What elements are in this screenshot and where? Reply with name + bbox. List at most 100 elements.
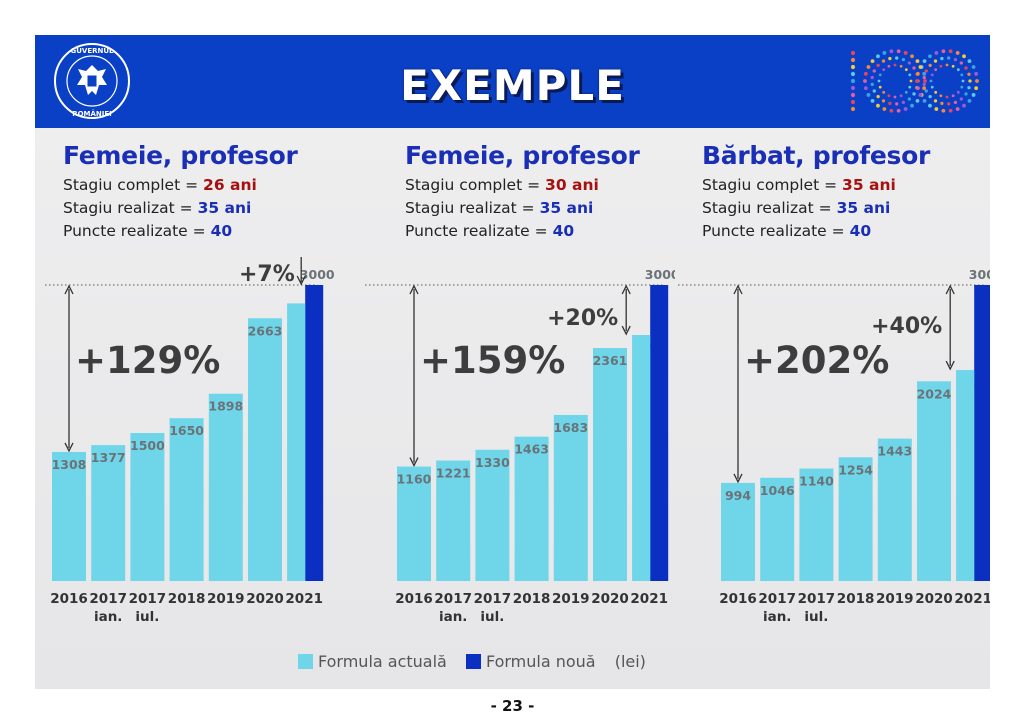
logo-dot: [877, 79, 881, 83]
bar-value-label: 2361: [593, 353, 628, 368]
arrow-head-down: [733, 473, 743, 484]
logo-dot: [922, 75, 926, 80]
logo-dot: [945, 95, 949, 99]
bar-formula-actuala: [130, 433, 165, 581]
logo-dot: [850, 64, 856, 70]
logo-dot: [947, 56, 951, 60]
logo-dot: [922, 59, 927, 64]
bar-value-label: 1254: [838, 462, 873, 477]
arrow-head-down: [409, 457, 419, 468]
logo-dot: [918, 93, 923, 97]
case-3-info: Stagiu complet = 35 ani Stagiu realizat …: [702, 174, 896, 243]
x-tick-label: 2017: [798, 591, 836, 607]
bar-value-label: 1650: [169, 423, 204, 438]
case-1-info: Stagiu complet = 26 ani Stagiu realizat …: [63, 174, 257, 243]
bar-formula-actuala: [248, 318, 282, 581]
logo-dot: [876, 94, 880, 99]
logo-dot: [953, 100, 958, 105]
x-tick-label: 2021: [954, 591, 990, 607]
logo-dot: [967, 86, 971, 90]
bar-value-label: 1898: [208, 399, 243, 414]
logo-dot: [915, 71, 920, 76]
logo-dot: [923, 79, 927, 83]
bar-value-label: 1160: [397, 472, 432, 487]
logo-dot: [872, 89, 876, 93]
logo-dot: [850, 78, 856, 84]
logo-dot: [882, 51, 887, 55]
logo-dot: [850, 99, 856, 105]
logo-dot: [878, 85, 882, 89]
case-1-puncte: Puncte realizate = 40: [63, 222, 233, 240]
bar-formula-actuala: [169, 418, 204, 581]
bar-formula-actuala: [208, 393, 243, 581]
case-3-stagiu-realizat: Stagiu realizat = 35 ani: [702, 199, 891, 217]
bar-value-label-new: 3000: [645, 267, 675, 282]
logo-dot: [956, 90, 960, 94]
arrow-head-up: [733, 284, 743, 295]
x-tick-label: 2017: [129, 591, 167, 607]
bar-value-label-new: 3000: [300, 267, 335, 282]
logo-dot: [850, 71, 856, 77]
logo-dot: [912, 92, 916, 96]
bar-formula-noua: [650, 285, 669, 581]
logo-dot: [922, 71, 927, 76]
bar-value-label: 1463: [514, 442, 549, 457]
new-increase-arrow-head-down: [945, 360, 955, 371]
logo-dot: [933, 59, 938, 63]
bar-formula-actuala: [553, 414, 588, 581]
x-tick-label: 2019: [876, 591, 914, 607]
logo-dot: [967, 59, 972, 64]
case-3-stagiu-complet: Stagiu complet = 35 ani: [702, 176, 896, 194]
bar-formula-actuala: [760, 477, 795, 581]
logo-dot: [947, 102, 951, 106]
bar-formula-actuala: [91, 445, 126, 581]
logo-dot: [870, 75, 874, 80]
bar-value-label: 1046: [760, 483, 795, 498]
logo-dot: [850, 85, 856, 91]
logo-dot: [899, 64, 903, 68]
bar-value-label: 1221: [436, 466, 471, 481]
logo-dot: [866, 65, 871, 69]
x-tick-label: 2019: [552, 591, 590, 607]
logo-dot: [915, 86, 920, 91]
new-increase-arrow-head: [296, 275, 306, 286]
case-1-stagiu-complet: Stagiu complet = 26 ani: [63, 176, 257, 194]
logo-dot: [907, 97, 911, 101]
bar-formula-actuala: [397, 466, 431, 581]
logo-dot: [928, 103, 932, 108]
logo-dot: [964, 66, 968, 70]
logo-dot: [903, 51, 908, 55]
bar-formula-actuala: [475, 449, 510, 581]
bar-value-label: 994: [725, 488, 751, 503]
logo-dot: [889, 49, 894, 54]
bar-value-label: 1443: [877, 444, 912, 459]
legend-item-actuala: Formula actuală: [298, 652, 447, 671]
logo-dot: [889, 108, 894, 113]
logo-dot: [964, 92, 968, 96]
bar-formula-actuala: [877, 438, 912, 581]
x-tick-label: 2018: [168, 591, 206, 607]
bar-formula-actuala-overlay: [632, 335, 651, 581]
logo-dot: [882, 107, 887, 111]
chart-1: 1308 2016 1377 2017 ian. 1500 2017 iul. 1650 2018…: [45, 257, 335, 625]
arrow-head-down: [64, 442, 74, 453]
logo-dot: [870, 59, 875, 64]
logo-dot: [968, 79, 972, 83]
bar-formula-actuala: [917, 381, 951, 581]
logo-dot: [901, 57, 906, 62]
centenary-100-logo: [850, 49, 979, 113]
case-3-puncte: Puncte realizate = 40: [702, 222, 872, 240]
x-tick-sublabel: ian.: [439, 609, 467, 625]
logo-dot: [930, 73, 934, 77]
x-tick-label: 2021: [285, 591, 323, 607]
logo-dot: [850, 106, 856, 112]
logo-dot: [971, 93, 976, 97]
logo-dot: [908, 85, 912, 89]
x-tick-label: 2016: [50, 591, 88, 607]
logo-dot: [922, 98, 927, 103]
new-increase-label: +20%: [547, 306, 618, 331]
x-tick-sublabel: ian.: [763, 609, 791, 625]
logo-dot: [955, 51, 960, 55]
new-increase-arrow-head-up: [945, 284, 955, 295]
logo-dot: [863, 86, 868, 91]
